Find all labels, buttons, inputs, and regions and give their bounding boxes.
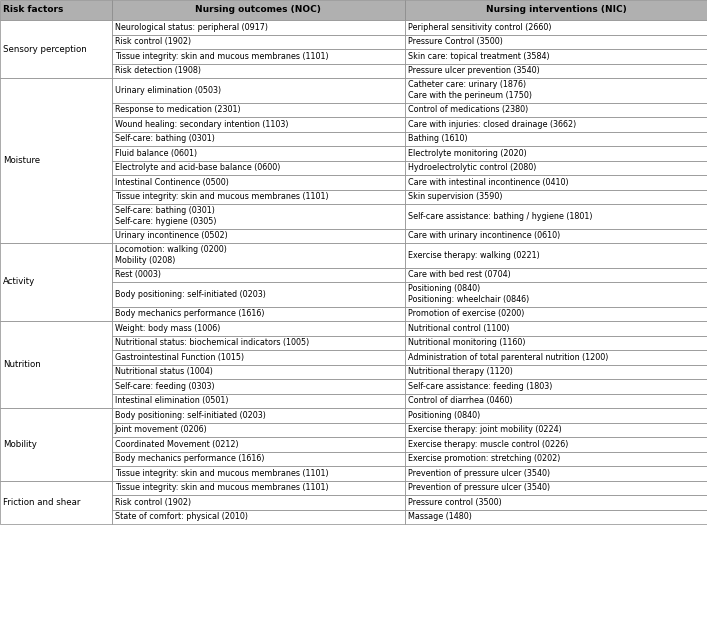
Bar [0,321,112,408]
Text: Nutritional therapy (1120): Nutritional therapy (1120) [408,367,513,376]
Text: Skin supervision (3590): Skin supervision (3590) [408,192,503,201]
Text: Activity: Activity [3,278,35,287]
Text: Promotion of exercise (0200): Promotion of exercise (0200) [408,309,525,318]
Text: Urinary incontinence (0502): Urinary incontinence (0502) [115,231,228,240]
Bar [405,480,707,495]
Bar [112,509,405,524]
Bar [112,20,405,35]
Bar [405,379,707,394]
Text: Wound healing: secondary intention (1103): Wound healing: secondary intention (1103… [115,120,288,129]
Text: Weight: body mass (1006): Weight: body mass (1006) [115,323,220,332]
Text: Tissue integrity: skin and mucous membranes (1101): Tissue integrity: skin and mucous membra… [115,51,328,60]
Bar [405,307,707,321]
Bar [112,243,405,267]
Text: Nutritional control (1100): Nutritional control (1100) [408,323,510,332]
Bar [405,422,707,437]
Bar [112,321,405,336]
Bar [112,336,405,350]
Text: Coordinated Movement (0212): Coordinated Movement (0212) [115,440,238,449]
Text: Catheter care: urinary (1876)
Care with the perineum (1750): Catheter care: urinary (1876) Care with … [408,80,532,100]
Bar [112,190,405,204]
Text: Neurological status: peripheral (0917): Neurological status: peripheral (0917) [115,23,268,32]
Bar [112,365,405,379]
Bar [405,132,707,146]
Text: Prevention of pressure ulcer (3540): Prevention of pressure ulcer (3540) [408,469,550,478]
Bar [405,394,707,408]
Bar [405,49,707,64]
Bar [112,437,405,451]
Text: Gastrointestinal Function (1015): Gastrointestinal Function (1015) [115,353,244,362]
Text: Nutritional status (1004): Nutritional status (1004) [115,367,213,376]
Bar [405,20,707,35]
Bar [405,204,707,228]
Bar [112,204,405,228]
Text: Joint movement (0206): Joint movement (0206) [115,425,207,434]
Bar [0,78,112,243]
Text: Positioning (0840): Positioning (0840) [408,411,480,420]
Text: Nutrition: Nutrition [3,360,41,369]
Bar [405,321,707,336]
Bar [112,466,405,480]
Text: Risk detection (1908): Risk detection (1908) [115,66,201,75]
Text: Tissue integrity: skin and mucous membranes (1101): Tissue integrity: skin and mucous membra… [115,469,328,478]
Bar [405,282,707,307]
Text: Risk control (1902): Risk control (1902) [115,37,191,46]
Bar [112,451,405,466]
Bar [405,102,707,117]
Text: Nursing outcomes (NOC): Nursing outcomes (NOC) [195,6,322,15]
Text: Self-care: feeding (0303): Self-care: feeding (0303) [115,382,214,391]
Bar [112,422,405,437]
Bar [112,102,405,117]
Text: Control of medications (2380): Control of medications (2380) [408,105,528,114]
Text: Moisture: Moisture [3,156,40,165]
Bar [112,0,405,20]
Text: Tissue integrity: skin and mucous membranes (1101): Tissue integrity: skin and mucous membra… [115,192,328,201]
Text: Peripheral sensitivity control (2660): Peripheral sensitivity control (2660) [408,23,551,32]
Bar [112,394,405,408]
Text: Bathing (1610): Bathing (1610) [408,134,468,143]
Text: Exercise therapy: walking (0221): Exercise therapy: walking (0221) [408,251,540,260]
Bar [112,64,405,78]
Text: Tissue integrity: skin and mucous membranes (1101): Tissue integrity: skin and mucous membra… [115,484,328,493]
Bar [405,35,707,49]
Text: Electrolyte monitoring (2020): Electrolyte monitoring (2020) [408,149,527,158]
Text: State of comfort: physical (2010): State of comfort: physical (2010) [115,512,247,521]
Text: Risk control (1902): Risk control (1902) [115,498,191,507]
Bar [0,0,112,20]
Text: Body positioning: self-initiated (0203): Body positioning: self-initiated (0203) [115,411,266,420]
Text: Rest (0003): Rest (0003) [115,270,160,279]
Text: Body mechanics performance (1616): Body mechanics performance (1616) [115,454,264,463]
Text: Self-care: bathing (0301): Self-care: bathing (0301) [115,134,215,143]
Text: Hydroelectrolytic control (2080): Hydroelectrolytic control (2080) [408,163,537,172]
Text: Positioning (0840)
Positioning: wheelchair (0846): Positioning (0840) Positioning: wheelcha… [408,284,530,304]
Bar [112,78,405,102]
Bar [405,0,707,20]
Text: Fluid balance (0601): Fluid balance (0601) [115,149,197,158]
Bar [405,408,707,422]
Bar [0,480,112,524]
Bar [112,146,405,161]
Bar [405,365,707,379]
Text: Care with injuries: closed drainage (3662): Care with injuries: closed drainage (366… [408,120,576,129]
Bar [112,307,405,321]
Text: Friction and shear: Friction and shear [3,498,81,507]
Bar [112,408,405,422]
Bar [405,495,707,509]
Text: Intestinal Continence (0500): Intestinal Continence (0500) [115,177,228,186]
Bar [405,466,707,480]
Bar [112,35,405,49]
Text: Pressure ulcer prevention (3540): Pressure ulcer prevention (3540) [408,66,540,75]
Bar [112,379,405,394]
Bar [405,451,707,466]
Text: Administration of total parenteral nutrition (1200): Administration of total parenteral nutri… [408,353,609,362]
Text: Prevention of pressure ulcer (3540): Prevention of pressure ulcer (3540) [408,484,550,493]
Bar [405,336,707,350]
Bar [112,49,405,64]
Bar [405,228,707,243]
Text: Care with bed rest (0704): Care with bed rest (0704) [408,270,511,279]
Bar [405,243,707,267]
Bar [0,20,112,78]
Bar [112,350,405,365]
Text: Mobility: Mobility [3,440,37,449]
Text: Pressure Control (3500): Pressure Control (3500) [408,37,503,46]
